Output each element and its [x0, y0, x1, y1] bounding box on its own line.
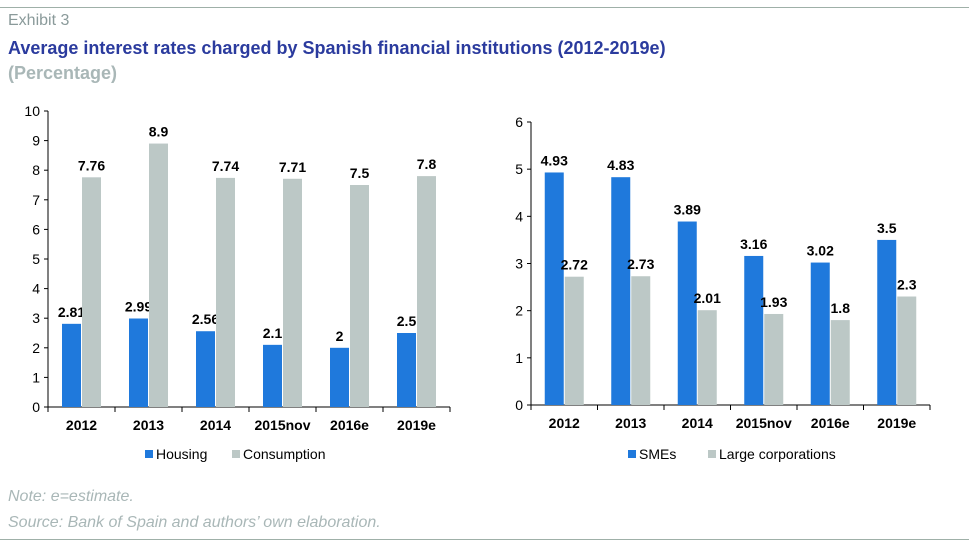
y-tick-label: 1 [32, 369, 40, 385]
legend-swatch [628, 450, 636, 458]
legend-label: Large corporations [719, 446, 836, 462]
legend-label: Housing [156, 446, 207, 462]
bar-large-corporations [697, 310, 717, 405]
bar-large-corporations [564, 276, 584, 405]
x-category-label: 2016e [330, 417, 369, 433]
bar-consumption [350, 185, 369, 407]
chart-subtitle: (Percentage) [8, 63, 118, 83]
legend-swatch [708, 450, 716, 458]
x-category-label: 2019e [877, 415, 916, 431]
data-label: 3.16 [740, 236, 767, 252]
bar-housing [62, 323, 81, 407]
bar-housing [129, 318, 148, 407]
y-tick-label: 2 [515, 303, 523, 319]
bar-housing [196, 331, 215, 407]
y-tick-label: 4 [32, 281, 40, 297]
data-label: 2 [336, 328, 344, 344]
y-tick-label: 6 [32, 221, 40, 237]
bar-housing [263, 344, 282, 407]
data-label: 2.56 [192, 311, 219, 327]
x-category-label: 2016e [811, 415, 850, 431]
data-label: 8.9 [149, 124, 169, 140]
data-label: 2.5 [397, 313, 417, 329]
data-label: 3.89 [674, 202, 701, 218]
bar-consumption [216, 177, 235, 407]
bar-consumption [283, 178, 302, 407]
y-tick-label: 9 [32, 133, 40, 149]
y-tick-label: 0 [32, 399, 40, 415]
y-tick-label: 0 [515, 397, 523, 413]
y-tick-label: 1 [515, 350, 523, 366]
x-category-label: 2012 [549, 415, 580, 431]
data-label: 4.83 [607, 157, 634, 173]
y-tick-label: 4 [515, 208, 523, 224]
legend-swatch [145, 450, 153, 458]
bar-housing [397, 333, 416, 407]
bar-large-corporations [897, 296, 917, 405]
bar-consumption [149, 143, 168, 407]
x-category-label: 2012 [66, 417, 97, 433]
bar-consumption [417, 176, 436, 407]
data-label: 2.1 [263, 325, 283, 341]
data-label: 2.3 [897, 277, 917, 293]
x-category-label: 2013 [133, 417, 164, 433]
bar-housing [330, 347, 349, 407]
data-label: 7.74 [212, 158, 239, 174]
bar-smes [611, 177, 631, 405]
y-tick-label: 3 [32, 310, 40, 326]
x-category-label: 2015nov [254, 417, 310, 433]
bar-smes [744, 255, 764, 405]
y-tick-label: 10 [24, 103, 40, 119]
data-label: 4.93 [541, 152, 568, 168]
source-note: Source: Bank of Spain and authors’ own e… [8, 514, 381, 531]
data-label: 7.8 [417, 156, 437, 172]
bar-large-corporations [830, 320, 850, 405]
y-tick-label: 5 [515, 161, 523, 177]
bar-smes [810, 262, 830, 405]
bar-smes [544, 172, 564, 405]
estimate-note: Note: e=estimate. [8, 488, 134, 505]
legend-swatch [232, 450, 240, 458]
x-category-label: 2013 [615, 415, 646, 431]
bar-consumption [82, 177, 101, 407]
y-tick-label: 5 [32, 251, 40, 267]
exhibit-label: Exhibit 3 [8, 12, 70, 29]
bottom-rule [0, 539, 969, 540]
y-tick-label: 7 [32, 192, 40, 208]
top-rule [0, 7, 969, 8]
data-label: 7.76 [78, 157, 105, 173]
x-category-label: 2015nov [736, 415, 792, 431]
data-label: 2.99 [125, 298, 152, 314]
bar-smes [677, 221, 697, 405]
left-bar-chart: 0 1 2 3 4 5 6 7 8 9 10 2.81 7.76 2012 2.99 8.9 2013 2.56 7… [24, 103, 451, 462]
bar-large-corporations [764, 313, 784, 405]
data-label: 2.01 [694, 290, 721, 306]
data-label: 2.81 [58, 304, 85, 320]
legend-label: SMEs [639, 446, 676, 462]
legend-label: Consumption [243, 446, 326, 462]
bar-smes [877, 239, 897, 405]
data-label: 1.8 [831, 300, 851, 316]
y-tick-label: 6 [515, 114, 523, 130]
y-tick-label: 8 [32, 162, 40, 178]
x-category-label: 2014 [682, 415, 713, 431]
data-label: 1.93 [760, 294, 787, 310]
data-label: 2.73 [627, 256, 654, 272]
data-label: 7.71 [279, 159, 306, 175]
bar-large-corporations [631, 276, 651, 405]
data-label: 2.72 [561, 257, 588, 273]
x-category-label: 2019e [397, 417, 436, 433]
right-bar-chart: 0 1 2 3 4 5 6 4.93 2.72 2012 4.83 2.73 2013 3.89 2.01 2… [515, 114, 931, 462]
y-tick-label: 2 [32, 340, 40, 356]
data-label: 3.5 [877, 220, 897, 236]
y-tick-label: 3 [515, 256, 523, 272]
data-label: 3.02 [807, 243, 834, 259]
x-category-label: 2014 [200, 417, 231, 433]
data-label: 7.5 [350, 165, 370, 181]
chart-title: Average interest rates charged by Spanis… [8, 38, 666, 58]
